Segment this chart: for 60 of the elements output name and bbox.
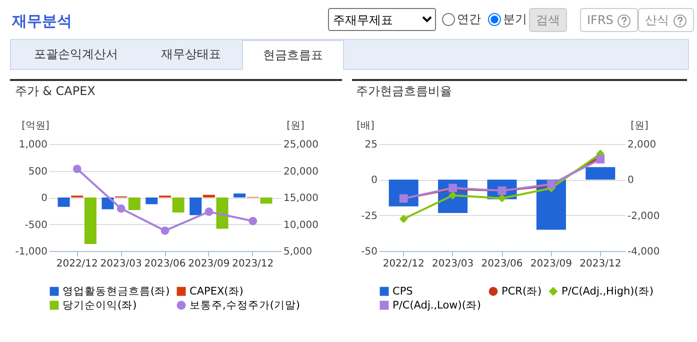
y2-tick-label: -2,000: [628, 210, 660, 222]
y-tick-label: 25: [364, 140, 378, 150]
chart-title: 주가 & CAPEX: [14, 84, 96, 98]
text: IFRS: [580, 8, 638, 32]
x-tick-label: 2023/06: [481, 258, 523, 270]
text: 재무상태표: [160, 46, 222, 63]
y-tick-label: 0: [371, 175, 378, 186]
y-tick-label: -1,000: [15, 246, 48, 258]
point: [116, 204, 126, 213]
chart-title: 주가현금흐름비율: [356, 84, 452, 98]
y-tick-label: -25: [361, 210, 378, 222]
point: [204, 208, 214, 216]
text: 포괄손익계산서: [33, 46, 119, 63]
point: [596, 155, 605, 164]
x-tick-label: 2023/09: [188, 258, 230, 270]
y2-tick-label: 0: [628, 175, 634, 186]
x-tick-label: 2022/12: [382, 258, 424, 270]
y2-tick-label: 20,000: [284, 166, 318, 178]
x-tick-label: 2023/03: [432, 258, 474, 270]
point: [399, 214, 408, 224]
dropdown: 주재무제표: [328, 8, 436, 31]
x-tick-label: 2023/12: [232, 258, 274, 270]
legend-label: CAPEX(좌): [190, 285, 244, 298]
text: 현금흐름표: [242, 40, 344, 70]
y-axis-title: [억원]: [22, 120, 50, 132]
text: 산식: [638, 8, 694, 32]
legend-label: PCR(좌): [502, 285, 542, 298]
y-tick-label: 500: [28, 166, 48, 178]
point: [160, 226, 170, 235]
point: [498, 194, 506, 202]
y-tick-label: -500: [24, 220, 48, 231]
y2-tick-label: -4,000: [628, 246, 660, 258]
text: 분기: [502, 11, 527, 28]
legend-label: 보통주,수정주가(기말): [190, 299, 300, 312]
y-tick-label: -50: [361, 246, 378, 258]
y2-tick-label: 2,000: [628, 140, 656, 150]
y-axis-title: [배]: [356, 120, 374, 132]
x-tick-label: 2023/12: [580, 258, 622, 270]
legend-label: P/C(Adj.,Low)(좌): [392, 299, 482, 312]
y-tick-label: 0: [41, 193, 48, 204]
text: 검색: [529, 8, 567, 32]
x-tick-label: 2023/03: [100, 258, 142, 270]
legend-label: 영업활동현금흐름(좌): [62, 285, 170, 298]
text: 재무분석: [12, 12, 72, 31]
point: [248, 216, 258, 226]
text: 연간: [456, 11, 481, 28]
y2-tick-label: 15,000: [284, 193, 318, 204]
y2-tick-label: 10,000: [284, 220, 318, 231]
y-tick-label: 1,000: [18, 140, 48, 150]
x-tick-label: 2022/12: [56, 258, 98, 270]
y2-axis-title: [원]: [630, 120, 648, 132]
legend-label: 당기순이익(좌): [62, 299, 137, 312]
point: [72, 164, 82, 174]
x-tick-label: 2023/09: [530, 258, 572, 270]
legend-label: CPS: [392, 285, 414, 298]
legend-label: P/C(Adj.,High)(좌): [562, 285, 654, 298]
y2-tick-label: 25,000: [284, 140, 318, 150]
y2-axis-title: [원]: [286, 120, 304, 132]
x-tick-label: 2023/06: [144, 258, 186, 270]
y2-tick-label: 5,000: [284, 246, 312, 258]
